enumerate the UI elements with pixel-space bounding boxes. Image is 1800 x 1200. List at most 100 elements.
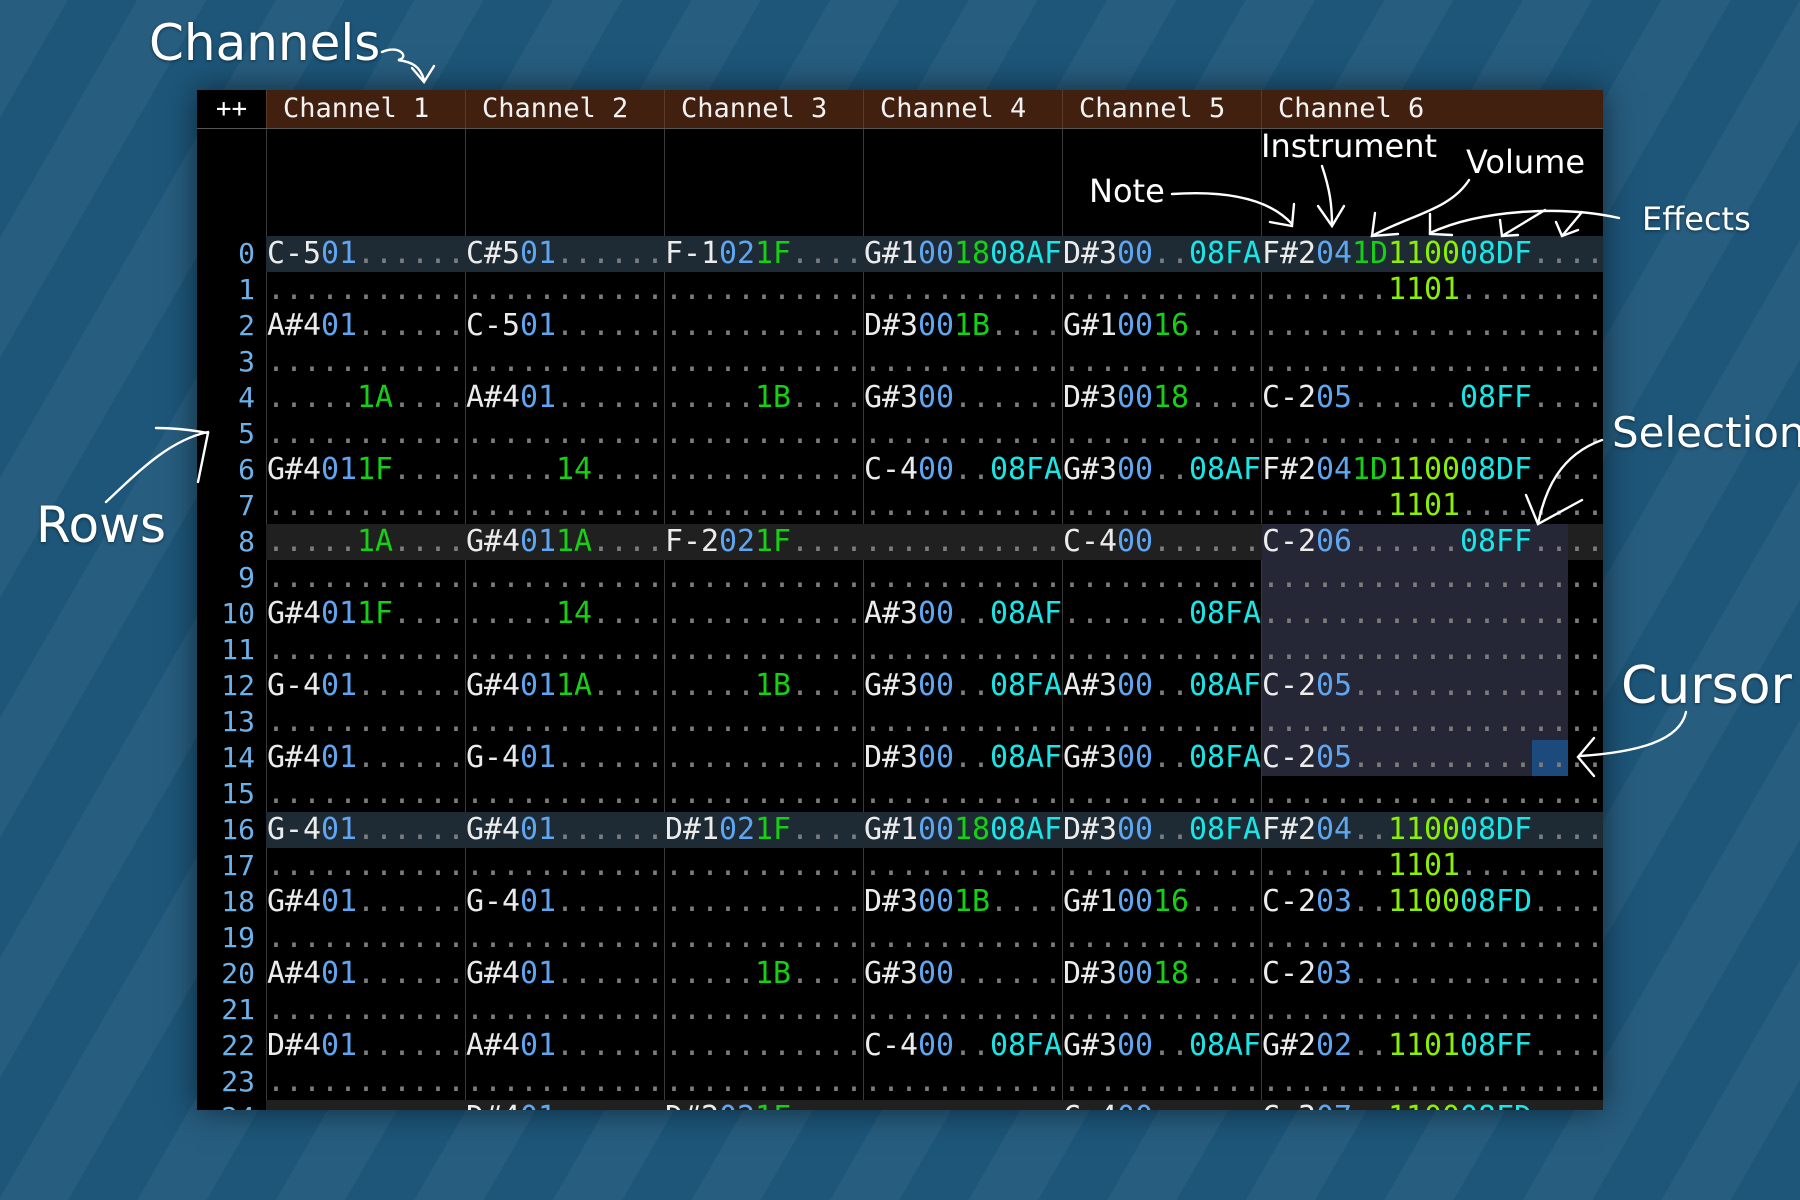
instrument-field[interactable]: 02 bbox=[719, 812, 755, 847]
pattern-cell[interactable]: ........... bbox=[267, 272, 465, 308]
effect1-field[interactable]: .... bbox=[592, 776, 664, 811]
volume-field[interactable]: 1A bbox=[556, 524, 592, 559]
volume-field[interactable]: .. bbox=[1352, 668, 1388, 703]
note-field[interactable]: C-4 bbox=[1063, 524, 1117, 559]
volume-field[interactable]: .. bbox=[1352, 524, 1388, 559]
instrument-field[interactable]: 06 bbox=[1316, 524, 1352, 559]
note-field[interactable]: ... bbox=[864, 992, 918, 1027]
effect1-field[interactable]: .... bbox=[393, 632, 465, 667]
volume-field[interactable]: .. bbox=[556, 488, 592, 523]
effect1-field[interactable]: .... bbox=[393, 848, 465, 883]
volume-field[interactable]: .. bbox=[954, 272, 990, 307]
effect1-field[interactable]: .... bbox=[990, 956, 1062, 991]
instrument-field[interactable]: 01 bbox=[321, 812, 357, 847]
effect1-field[interactable]: 08AF bbox=[990, 596, 1062, 631]
effect1-field[interactable]: .... bbox=[1388, 524, 1460, 559]
effect1-field[interactable]: .... bbox=[393, 1064, 465, 1099]
instrument-field[interactable]: .. bbox=[1316, 848, 1352, 883]
volume-field[interactable]: .. bbox=[1153, 740, 1189, 775]
volume-field[interactable]: .. bbox=[755, 884, 791, 919]
effect1-field[interactable]: .... bbox=[393, 884, 465, 919]
channel-header-3[interactable]: Channel 3 bbox=[664, 90, 863, 128]
effect1-field[interactable]: .... bbox=[990, 344, 1062, 379]
effect1-field[interactable]: .... bbox=[791, 488, 863, 523]
note-field[interactable]: ... bbox=[665, 632, 719, 667]
pattern-cell[interactable]: ........... bbox=[466, 992, 664, 1028]
instrument-field[interactable]: .. bbox=[918, 992, 954, 1027]
note-field[interactable]: ... bbox=[1063, 920, 1117, 955]
volume-field[interactable]: .. bbox=[954, 920, 990, 955]
instrument-field[interactable]: .. bbox=[918, 920, 954, 955]
note-field[interactable]: ... bbox=[864, 776, 918, 811]
instrument-field[interactable]: .. bbox=[1316, 1064, 1352, 1099]
effect1-field[interactable]: .... bbox=[1388, 704, 1460, 739]
effect1-field[interactable]: .... bbox=[592, 668, 664, 703]
note-field[interactable]: D#4 bbox=[466, 1100, 520, 1110]
effect3-field[interactable]: .... bbox=[1532, 704, 1603, 739]
volume-field[interactable]: .. bbox=[357, 632, 393, 667]
volume-field[interactable]: .. bbox=[1153, 416, 1189, 451]
pattern-cell[interactable]: G#401...... bbox=[466, 956, 664, 992]
note-field[interactable]: G#3 bbox=[864, 668, 918, 703]
instrument-field[interactable]: .. bbox=[918, 704, 954, 739]
volume-field[interactable]: .. bbox=[1153, 344, 1189, 379]
volume-field[interactable]: .. bbox=[755, 596, 791, 631]
pattern-cell[interactable]: F#2041D110008DF.... bbox=[1262, 452, 1603, 488]
pattern-cell[interactable]: ........... bbox=[466, 632, 664, 668]
note-field[interactable]: ... bbox=[665, 776, 719, 811]
pattern-cell[interactable]: G#4011F.... bbox=[267, 452, 465, 488]
note-field[interactable]: ... bbox=[466, 272, 520, 307]
pattern-cell[interactable]: ........... bbox=[864, 992, 1062, 1028]
note-field[interactable]: D#3 bbox=[1063, 812, 1117, 847]
instrument-field[interactable]: .. bbox=[1117, 632, 1153, 667]
effect2-field[interactable]: 08FF bbox=[1460, 1028, 1532, 1063]
volume-field[interactable]: .. bbox=[954, 416, 990, 451]
instrument-field[interactable]: 03 bbox=[1316, 956, 1352, 991]
effect3-field[interactable]: .... bbox=[1532, 380, 1603, 415]
note-field[interactable]: ... bbox=[1063, 560, 1117, 595]
effect1-field[interactable]: .... bbox=[592, 812, 664, 847]
volume-field[interactable]: .. bbox=[1352, 380, 1388, 415]
instrument-field[interactable]: .. bbox=[321, 380, 357, 415]
note-field[interactable]: G#3 bbox=[1063, 452, 1117, 487]
pattern-cell[interactable]: ................... bbox=[1262, 416, 1603, 452]
volume-field[interactable]: .. bbox=[954, 848, 990, 883]
effect3-field[interactable]: .... bbox=[1532, 776, 1603, 811]
instrument-field[interactable]: .. bbox=[520, 596, 556, 631]
note-field[interactable]: A#4 bbox=[267, 308, 321, 343]
instrument-field[interactable]: 01 bbox=[321, 596, 357, 631]
pattern-cell[interactable]: ........... bbox=[665, 416, 863, 452]
pattern-cell[interactable]: ........... bbox=[665, 560, 863, 596]
effect1-field[interactable]: .... bbox=[1388, 776, 1460, 811]
volume-field[interactable]: .. bbox=[755, 344, 791, 379]
volume-field[interactable]: .. bbox=[357, 344, 393, 379]
instrument-field[interactable]: 00 bbox=[918, 308, 954, 343]
note-field[interactable]: ... bbox=[466, 704, 520, 739]
effect1-field[interactable]: .... bbox=[791, 452, 863, 487]
pattern-cell[interactable]: G#4011A.... bbox=[466, 668, 664, 704]
pattern-cell[interactable]: ........... bbox=[665, 992, 863, 1028]
instrument-field[interactable]: .. bbox=[1117, 596, 1153, 631]
instrument-field[interactable]: .. bbox=[1316, 992, 1352, 1027]
pattern-cell[interactable]: ........... bbox=[665, 740, 863, 776]
volume-field[interactable]: .. bbox=[1153, 524, 1189, 559]
effect1-field[interactable]: .... bbox=[1189, 956, 1261, 991]
row-number[interactable]: 2 bbox=[238, 309, 255, 342]
note-field[interactable]: ... bbox=[466, 1064, 520, 1099]
effect1-field[interactable]: .... bbox=[1388, 344, 1460, 379]
pattern-cell[interactable]: G#300...... bbox=[864, 380, 1062, 416]
effect1-field[interactable]: .... bbox=[393, 920, 465, 955]
instrument-field[interactable]: .. bbox=[918, 776, 954, 811]
pattern-cell[interactable]: .....1B.... bbox=[665, 380, 863, 416]
row-number[interactable]: 15 bbox=[221, 777, 255, 810]
effect1-field[interactable]: .... bbox=[1388, 560, 1460, 595]
instrument-field[interactable]: .. bbox=[719, 740, 755, 775]
note-field[interactable]: C-2 bbox=[1262, 668, 1316, 703]
volume-field[interactable]: .. bbox=[1153, 704, 1189, 739]
volume-field[interactable]: .. bbox=[357, 956, 393, 991]
note-field[interactable]: C-2 bbox=[1262, 524, 1316, 559]
effect1-field[interactable]: .... bbox=[393, 380, 465, 415]
pattern-cell[interactable]: ........... bbox=[466, 704, 664, 740]
volume-field[interactable]: 18 bbox=[1153, 956, 1189, 991]
instrument-field[interactable]: .. bbox=[918, 848, 954, 883]
